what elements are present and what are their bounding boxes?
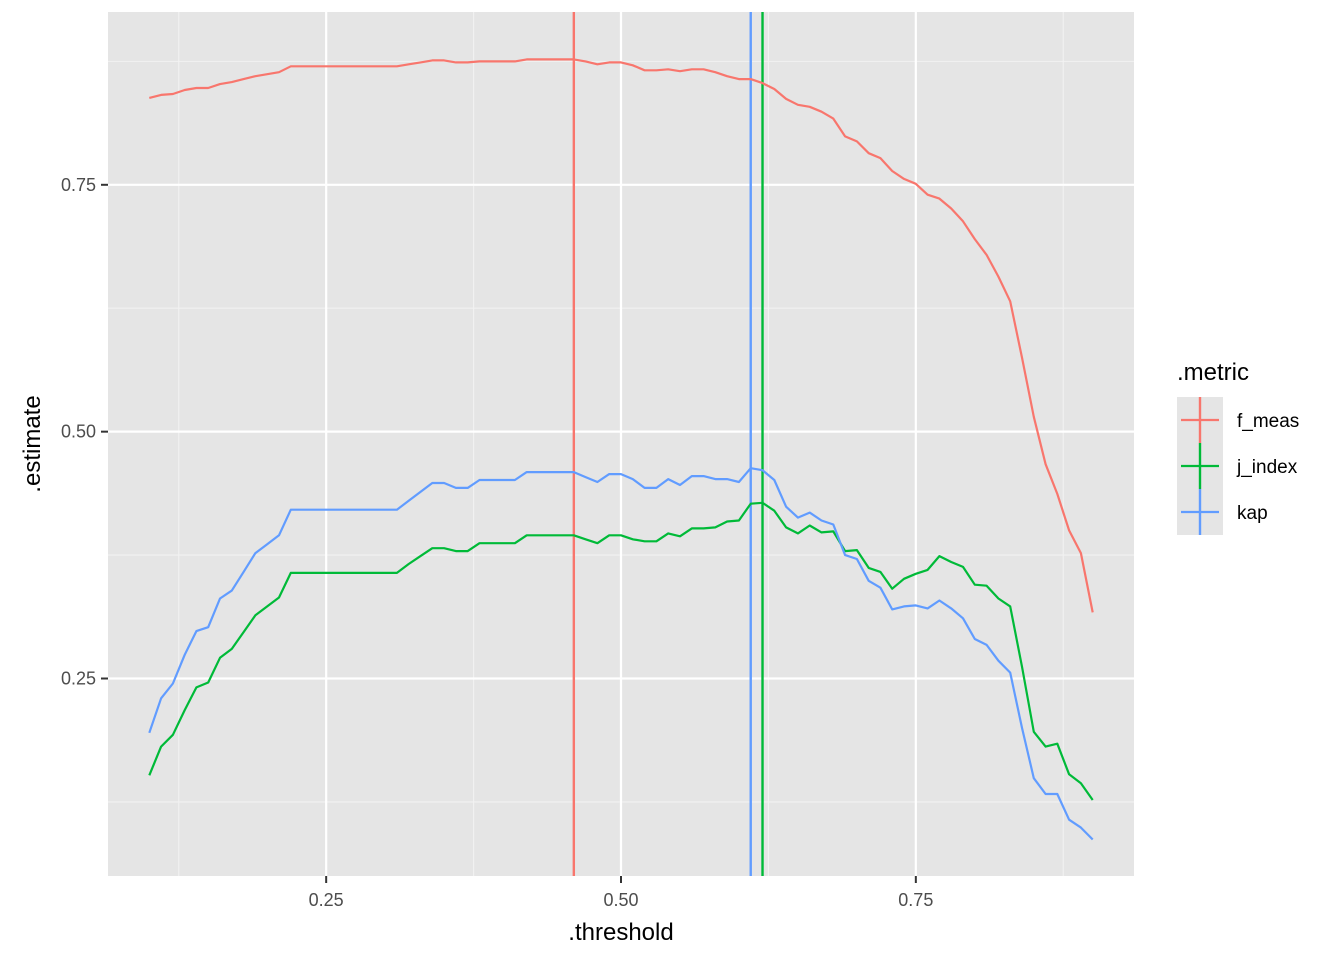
tick-labels: 0.25 0.50 0.75 0.25 0.50 0.75 bbox=[61, 175, 933, 910]
threshold-lines bbox=[572, 12, 764, 876]
grid-major bbox=[108, 12, 1134, 876]
x-axis-title: .threshold bbox=[568, 919, 673, 946]
legend-label-kap: kap bbox=[1237, 503, 1268, 524]
legend-title: .metric bbox=[1177, 359, 1249, 386]
legend-label-f_meas: f_meas bbox=[1237, 411, 1299, 432]
y-tick-label: 0.25 bbox=[61, 669, 96, 689]
x-tick-label: 0.25 bbox=[309, 890, 344, 910]
series-line-j_index bbox=[148, 501, 1094, 801]
y-tick-label: 0.75 bbox=[61, 175, 96, 195]
x-tick-label: 0.50 bbox=[603, 890, 638, 910]
y-axis-title: .estimate bbox=[19, 395, 46, 492]
axis-ticks bbox=[101, 183, 917, 883]
series-line-kap bbox=[148, 467, 1094, 841]
x-tick-label: 0.75 bbox=[898, 890, 933, 910]
series-line-f_meas bbox=[149, 58, 1094, 613]
y-tick-label: 0.50 bbox=[61, 422, 96, 442]
legend-label-j_index: j_index bbox=[1236, 457, 1298, 478]
series-lines bbox=[148, 58, 1094, 841]
